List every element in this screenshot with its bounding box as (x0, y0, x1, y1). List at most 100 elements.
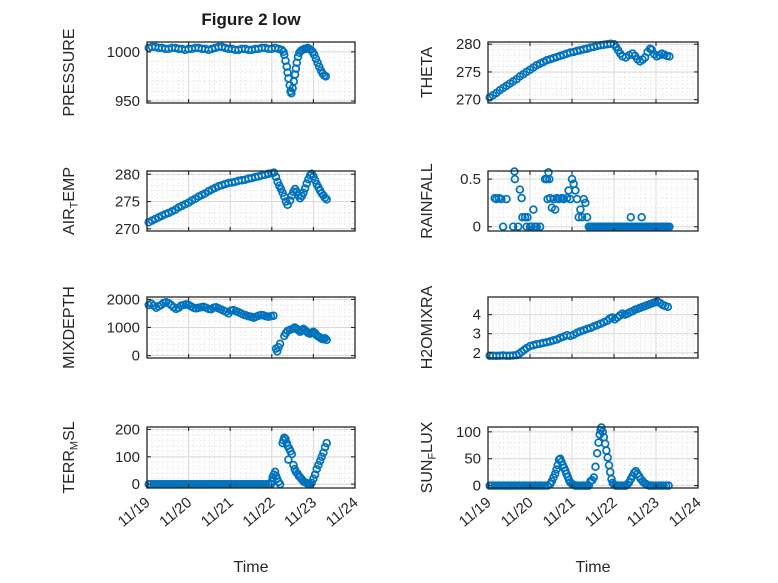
y-axis-label: SUNFLUX (419, 421, 439, 493)
chart-svg-theta: 270 275 280 THETA (419, 36, 699, 109)
y-axis-label: TERRMSL (61, 421, 81, 493)
tick-marks (146, 427, 356, 488)
svg-text:50: 50 (464, 451, 481, 468)
svg-text:11/21: 11/21 (540, 494, 579, 530)
minor-grid (147, 171, 355, 231)
chart-svg-air_temp: 270 275 280 AIRTEMP (61, 166, 356, 238)
subplot-h2omixra: 2 3 4 H2OMIXRA (392, 281, 714, 379)
y-axis-label: AIRTEMP (61, 167, 81, 235)
y-axis-label: RAINFALL (419, 163, 436, 239)
svg-text:2000: 2000 (107, 291, 140, 308)
y-axis-label: PRESSURE (61, 28, 78, 116)
chart-svg-mixdepth: 0 1000 2000 MIXDEPTH (61, 286, 356, 369)
subplot-air-temp: 270 275 280 AIRTEMP (34, 155, 371, 252)
svg-text:11/19: 11/19 (456, 494, 495, 530)
minor-grid (488, 427, 698, 488)
scatter-markers (490, 167, 674, 231)
svg-text:1000: 1000 (107, 320, 140, 337)
y-tick-labels: 00.5 (460, 171, 481, 236)
subplot-sun-flux: 0 50 100 SUNFLUX 11/19 11/20 11/21 11/22 11/23 11… (392, 411, 714, 583)
tick-marks (146, 171, 356, 231)
tick-marks (487, 427, 699, 488)
chart-svg-sun_flux: 0 50 100 SUNFLUX 11/19 11/20 11/21 11/22 11/23 11… (419, 421, 705, 576)
svg-text:100: 100 (456, 424, 481, 441)
subplot-mixdepth: 0 1000 2000 MIXDEPTH (34, 281, 371, 379)
svg-text:11/24: 11/24 (666, 494, 705, 530)
svg-text:3: 3 (473, 326, 481, 343)
scatter-markers (144, 42, 331, 98)
y-tick-labels: 2 3 4 (473, 307, 481, 362)
scatter-markers (144, 168, 331, 227)
y-tick-labels: 0 50 100 (456, 424, 481, 495)
y-axis-label: MIXDEPTH (61, 286, 78, 369)
subplot-rainfall: 0 0.5 RAINFALL (392, 155, 714, 252)
axes-box (487, 296, 699, 359)
subplot-pressure: 950 1000 PRESSURE (34, 26, 371, 124)
chart-svg-h2omixra: 2 3 4 H2OMIXRA (419, 285, 699, 369)
svg-text:280: 280 (115, 166, 140, 183)
axes-box (487, 170, 699, 232)
scatter-markers (144, 297, 331, 356)
x-tick-labels: 11/19 11/20 11/21 11/22 11/23 11/24 (456, 494, 705, 530)
scatter-markers (485, 423, 673, 490)
figure-title: Figure 2 low (201, 10, 301, 29)
major-grid (488, 297, 698, 358)
minor-grid (147, 427, 355, 488)
axes-box (487, 41, 699, 104)
y-tick-labels: 0 1000 2000 (107, 291, 140, 364)
y-tick-labels: 270 275 280 (456, 36, 481, 109)
svg-text:0: 0 (132, 476, 140, 493)
svg-text:11/24: 11/24 (323, 494, 362, 530)
svg-text:11/21: 11/21 (198, 494, 237, 530)
x-axis-label: Time (234, 559, 269, 576)
svg-text:0: 0 (473, 478, 481, 495)
scatter-markers (485, 39, 674, 102)
y-axis-label: THETA (419, 47, 436, 99)
svg-text:275: 275 (115, 194, 140, 211)
svg-text:275: 275 (456, 64, 481, 81)
svg-text:11/23: 11/23 (281, 494, 320, 530)
svg-text:1000: 1000 (107, 44, 140, 61)
chart-svg-pressure: 950 1000 PRESSURE (61, 28, 356, 117)
scatter-markers (485, 297, 673, 361)
x-tick-labels: 11/19 11/20 11/21 11/22 11/23 11/24 (115, 494, 362, 530)
svg-text:4: 4 (473, 307, 481, 324)
svg-text:11/22: 11/22 (582, 494, 621, 530)
svg-text:950: 950 (115, 93, 140, 110)
svg-text:270: 270 (456, 92, 481, 109)
svg-text:0: 0 (473, 219, 481, 236)
svg-text:11/20: 11/20 (156, 494, 195, 530)
minor-grid (488, 171, 698, 231)
y-axis-label: H2OMIXRA (419, 285, 436, 369)
minor-grid (488, 297, 698, 358)
axes-box (146, 41, 356, 104)
svg-text:100: 100 (115, 449, 140, 466)
x-axis-label: Time (576, 559, 611, 576)
axes-box (146, 426, 356, 489)
minor-grid (488, 42, 698, 103)
axes-box (487, 426, 699, 489)
svg-text:11/23: 11/23 (624, 494, 663, 530)
svg-text:0: 0 (132, 348, 140, 365)
svg-text:11/19: 11/19 (115, 494, 154, 530)
svg-text:0.5: 0.5 (460, 171, 481, 188)
svg-text:11/20: 11/20 (498, 494, 537, 530)
tick-marks (487, 171, 699, 231)
y-tick-labels: 270 275 280 (115, 166, 140, 238)
tick-marks (487, 297, 699, 358)
y-tick-labels: 950 1000 (107, 44, 140, 110)
svg-text:200: 200 (115, 422, 140, 439)
svg-text:2: 2 (473, 345, 481, 362)
subplot-theta: 270 275 280 THETA (392, 26, 714, 124)
subplot-terr-msl: 0 100 200 TERRMSL 11/19 11/20 11/21 11/22 11/23 1… (34, 411, 371, 583)
svg-text:280: 280 (456, 36, 481, 53)
y-tick-labels: 0 100 200 (115, 422, 140, 494)
svg-text:11/22: 11/22 (240, 494, 279, 530)
tick-marks (146, 297, 356, 358)
chart-svg-terr_msl: 0 100 200 TERRMSL 11/19 11/20 11/21 11/22 11/23 1… (61, 421, 362, 576)
tick-marks (487, 42, 699, 103)
tick-marks (146, 42, 356, 103)
svg-text:270: 270 (115, 221, 140, 238)
